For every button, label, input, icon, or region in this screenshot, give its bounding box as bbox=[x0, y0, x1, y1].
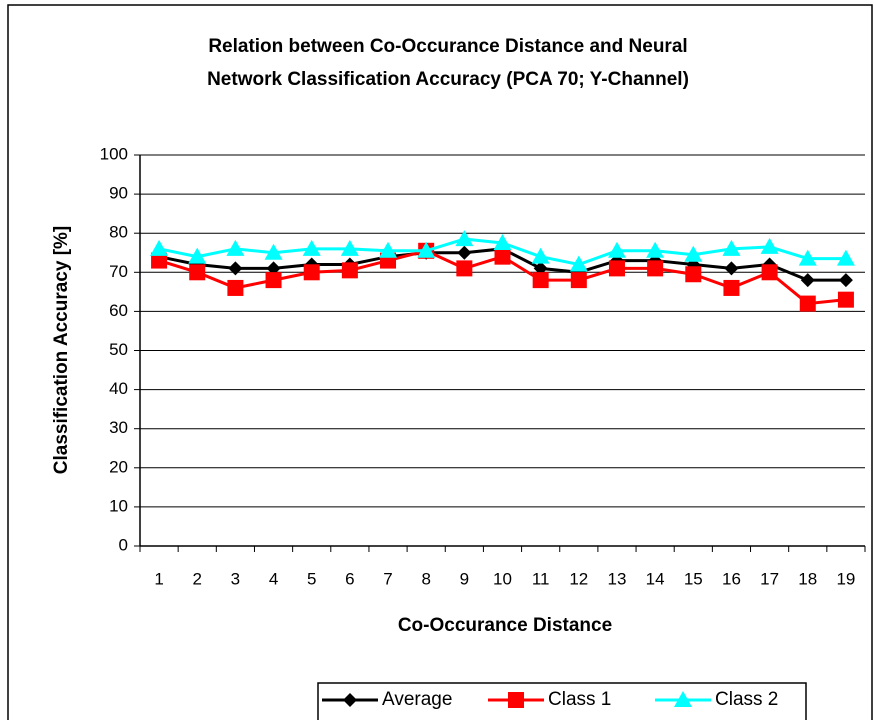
marker bbox=[836, 249, 855, 266]
marker bbox=[569, 255, 588, 272]
x-tick-label: 11 bbox=[532, 569, 550, 588]
x-tick-label: 15 bbox=[684, 569, 703, 588]
marker bbox=[798, 249, 817, 266]
marker bbox=[800, 273, 815, 288]
y-tick-label: 20 bbox=[109, 457, 128, 476]
x-tick-label: 18 bbox=[798, 569, 817, 588]
y-tick-label: 50 bbox=[109, 340, 128, 359]
marker bbox=[302, 239, 321, 256]
marker bbox=[226, 239, 245, 256]
x-tick-label: 17 bbox=[760, 569, 779, 588]
y-tick-label: 90 bbox=[109, 184, 128, 203]
y-tick-label: 30 bbox=[109, 418, 128, 437]
marker bbox=[760, 237, 779, 254]
marker bbox=[228, 261, 243, 276]
legend-label: Average bbox=[382, 689, 452, 710]
chart-title: Network Classification Accuracy (PCA 70;… bbox=[207, 69, 689, 90]
marker bbox=[265, 272, 282, 289]
legend-label: Class 2 bbox=[715, 689, 778, 710]
marker bbox=[493, 233, 512, 250]
marker bbox=[532, 272, 549, 289]
x-tick-label: 7 bbox=[383, 569, 392, 588]
marker bbox=[533, 261, 548, 276]
x-tick-label: 16 bbox=[722, 569, 741, 588]
x-tick-label: 3 bbox=[231, 569, 240, 588]
x-tick-label: 19 bbox=[836, 569, 855, 588]
chart-title: Relation between Co-Occurance Distance a… bbox=[208, 36, 687, 57]
marker bbox=[722, 239, 741, 256]
marker bbox=[723, 279, 740, 296]
marker bbox=[343, 693, 357, 707]
marker bbox=[264, 243, 283, 260]
x-tick-label: 2 bbox=[193, 569, 202, 588]
marker bbox=[457, 245, 472, 260]
marker bbox=[647, 260, 664, 277]
marker bbox=[341, 262, 358, 279]
marker bbox=[417, 241, 436, 258]
marker bbox=[188, 247, 207, 264]
y-tick-label: 100 bbox=[100, 144, 128, 163]
marker bbox=[189, 264, 206, 281]
marker bbox=[266, 261, 281, 276]
marker bbox=[340, 239, 359, 256]
marker bbox=[227, 279, 244, 296]
marker bbox=[508, 692, 524, 708]
marker bbox=[761, 264, 778, 281]
marker bbox=[151, 252, 168, 269]
marker bbox=[531, 247, 550, 264]
marker bbox=[646, 241, 665, 258]
marker bbox=[456, 260, 473, 277]
chart-border bbox=[7, 4, 873, 720]
marker bbox=[837, 291, 854, 308]
y-tick-label: 70 bbox=[109, 262, 128, 281]
marker bbox=[608, 260, 625, 277]
marker bbox=[570, 272, 587, 289]
marker bbox=[379, 241, 398, 258]
marker bbox=[674, 691, 692, 707]
marker bbox=[684, 245, 703, 262]
legend-box bbox=[317, 682, 807, 720]
marker bbox=[838, 273, 853, 288]
x-tick-label: 10 bbox=[493, 569, 512, 588]
y-tick-label: 60 bbox=[109, 301, 128, 320]
marker bbox=[724, 261, 739, 276]
y-tick-label: 0 bbox=[119, 535, 128, 554]
legend-label: Class 1 bbox=[548, 689, 611, 710]
x-tick-label: 13 bbox=[608, 569, 627, 588]
marker bbox=[799, 295, 816, 312]
x-tick-label: 6 bbox=[345, 569, 354, 588]
marker bbox=[494, 248, 511, 265]
marker bbox=[607, 241, 626, 258]
y-tick-label: 40 bbox=[109, 379, 128, 398]
marker bbox=[455, 230, 474, 247]
x-tick-label: 5 bbox=[307, 569, 316, 588]
marker bbox=[150, 239, 169, 256]
x-axis-title: Co-Occurance Distance bbox=[398, 615, 612, 636]
x-tick-label: 14 bbox=[646, 569, 665, 588]
x-tick-label: 4 bbox=[269, 569, 278, 588]
marker bbox=[303, 264, 320, 281]
x-tick-label: 12 bbox=[569, 569, 588, 588]
x-tick-label: 8 bbox=[421, 569, 430, 588]
y-tick-label: 10 bbox=[109, 496, 128, 515]
x-tick-label: 9 bbox=[460, 569, 469, 588]
y-tick-label: 80 bbox=[109, 223, 128, 242]
y-axis-title: Classification Accuracy [%] bbox=[51, 226, 72, 475]
marker bbox=[685, 266, 702, 283]
x-tick-label: 1 bbox=[154, 569, 163, 588]
